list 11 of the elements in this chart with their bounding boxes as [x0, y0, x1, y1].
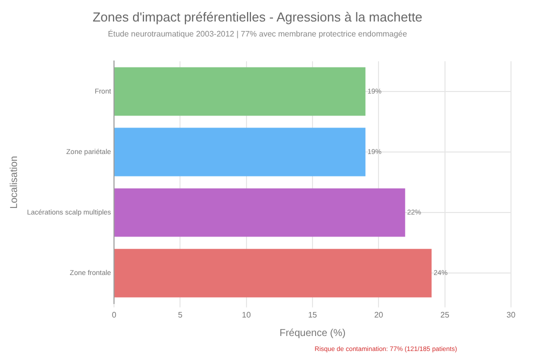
- y-axis-title: Localisation: [8, 156, 20, 209]
- x-tick-label: 0: [112, 310, 117, 320]
- x-tick-label: 5: [178, 310, 183, 320]
- chart-title: Zones d'impact préférentielles - Agressions à la machette: [92, 9, 422, 24]
- x-tick-label: 10: [242, 310, 252, 320]
- x-tick-label: 20: [374, 310, 384, 320]
- x-axis-title: Fréquence (%): [279, 328, 346, 339]
- x-tick-label: 15: [308, 310, 318, 320]
- x-tick-label: 25: [440, 310, 450, 320]
- x-tick-label: 30: [506, 310, 516, 320]
- chart-subtitle: Étude neurotraumatique 2003-2012 | 77% avec membrane protectrice endommagée: [108, 30, 408, 39]
